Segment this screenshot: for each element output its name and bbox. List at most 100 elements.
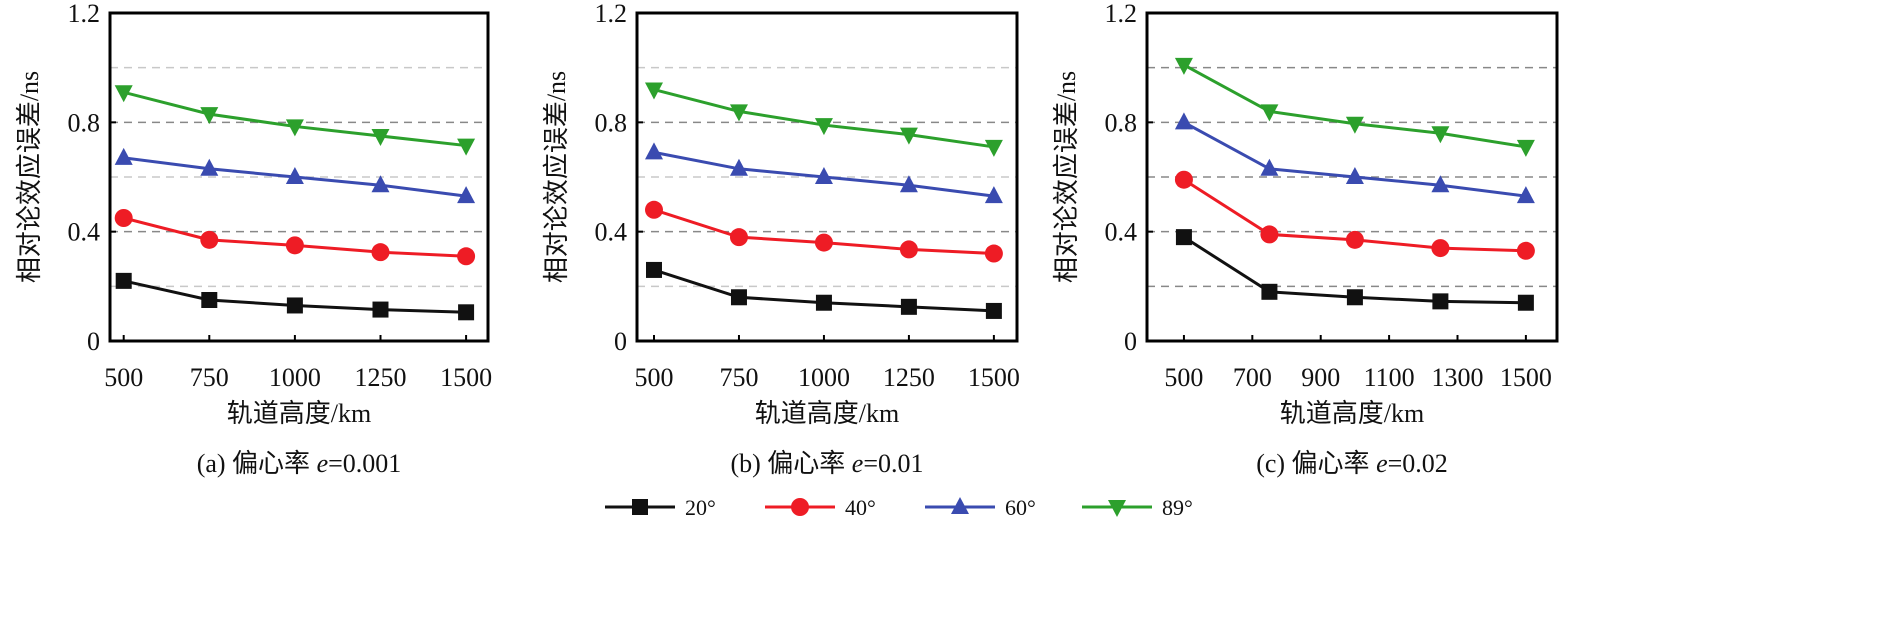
data-point xyxy=(1174,57,1193,75)
data-point xyxy=(1345,167,1364,184)
data-point xyxy=(1260,225,1279,244)
x-tick-label: 1300 xyxy=(1431,363,1483,392)
x-tick-label: 750 xyxy=(719,363,758,392)
series-89deg xyxy=(114,85,476,156)
data-point xyxy=(644,82,663,100)
data-point xyxy=(457,138,476,156)
data-point xyxy=(900,298,917,315)
legend-label: 60° xyxy=(1005,495,1036,520)
data-point xyxy=(814,233,833,252)
y-tick-label: 0.4 xyxy=(68,218,101,247)
x-tick-label: 900 xyxy=(1301,363,1340,392)
series-20deg xyxy=(1175,229,1534,311)
data-point xyxy=(371,129,390,146)
data-point xyxy=(644,200,663,219)
data-point xyxy=(1431,126,1450,144)
data-point xyxy=(371,243,390,262)
x-tick-label: 1250 xyxy=(883,363,935,392)
x-tick-label: 1000 xyxy=(798,363,850,392)
y-tick-label: 0.4 xyxy=(1105,218,1138,247)
data-point xyxy=(1516,139,1535,157)
x-tick-label: 1500 xyxy=(440,363,492,392)
legend-item: 20° xyxy=(605,495,716,520)
y-axis-label: 相对论效应误差/ns xyxy=(15,71,44,283)
data-point xyxy=(1516,186,1535,204)
subplot-caption: (b) 偏心率 e=0.01 xyxy=(730,449,923,478)
y-tick-label: 1.2 xyxy=(1105,0,1138,28)
legend-item: 60° xyxy=(925,495,1036,520)
y-tick-label: 1.2 xyxy=(595,0,628,28)
legend-label: 40° xyxy=(845,495,876,520)
data-point xyxy=(1261,283,1278,300)
x-tick-label: 750 xyxy=(190,363,229,392)
x-tick-label: 1000 xyxy=(269,363,321,392)
x-tick-label: 500 xyxy=(1164,363,1203,392)
data-point xyxy=(814,118,833,136)
series-60deg xyxy=(1174,112,1535,204)
subplot-caption: (a) 偏心率 e=0.001 xyxy=(197,449,402,478)
x-tick-label: 500 xyxy=(634,363,673,392)
data-point xyxy=(645,261,662,278)
data-point xyxy=(114,85,133,103)
caption-variable: e xyxy=(317,449,329,478)
data-point xyxy=(458,304,475,321)
legend-marker xyxy=(791,498,809,516)
data-point xyxy=(729,104,748,122)
legend-marker xyxy=(632,499,648,515)
legend-marker xyxy=(951,497,969,514)
x-axis-label: 轨道高度/km xyxy=(1280,399,1424,428)
y-tick-label: 1.2 xyxy=(68,0,101,28)
y-tick-label: 0.4 xyxy=(595,218,628,247)
x-tick-label: 1100 xyxy=(1364,363,1415,392)
data-point xyxy=(457,247,476,266)
data-point xyxy=(1260,158,1279,176)
caption-variable: e xyxy=(1376,449,1388,478)
data-point xyxy=(729,228,748,247)
data-point xyxy=(899,127,918,145)
series-60deg xyxy=(114,147,476,204)
caption-prefix: (b) 偏心率 xyxy=(730,449,851,478)
data-point xyxy=(1432,293,1449,310)
data-point xyxy=(1260,104,1279,122)
y-tick-label: 0 xyxy=(614,327,627,356)
data-point xyxy=(114,147,133,165)
series-40deg xyxy=(114,209,476,266)
caption-value: =0.01 xyxy=(863,449,923,478)
series-line xyxy=(123,90,467,148)
data-point xyxy=(1516,241,1535,260)
data-point xyxy=(644,142,663,160)
subplot-caption: (c) 偏心率 e=0.02 xyxy=(1256,449,1448,478)
series-line xyxy=(1183,63,1527,149)
caption-prefix: (c) 偏心率 xyxy=(1256,449,1376,478)
data-point xyxy=(984,186,1003,204)
data-point xyxy=(729,158,748,176)
data-point xyxy=(371,175,390,193)
subplot-c: 0 0.4 0.8 1.2 500 700 900 1100 1300 1500 轨道高度/km 相对… xyxy=(1052,0,1559,478)
caption-variable: e xyxy=(852,449,864,478)
legend-label: 89° xyxy=(1162,495,1193,520)
data-point xyxy=(815,294,832,311)
series-89deg xyxy=(1174,57,1535,157)
y-tick-label: 0 xyxy=(87,327,100,356)
legend-item: 40° xyxy=(765,495,876,520)
data-point xyxy=(372,301,389,318)
y-axis-label: 相对论效应误差/ns xyxy=(1052,71,1081,283)
data-point xyxy=(200,230,219,249)
data-point xyxy=(200,107,219,125)
y-axis-label: 相对论效应误差/ns xyxy=(542,71,571,283)
series-89deg xyxy=(644,82,1003,157)
data-point xyxy=(285,236,304,255)
data-point xyxy=(285,167,304,184)
data-point xyxy=(1174,170,1193,189)
data-point xyxy=(1431,175,1450,193)
legend-item: 89° xyxy=(1082,495,1193,520)
caption-value: =0.001 xyxy=(328,449,401,478)
series-40deg xyxy=(1174,170,1535,260)
data-point xyxy=(286,297,303,314)
data-point xyxy=(1345,116,1364,134)
x-axis-label: 轨道高度/km xyxy=(227,399,371,428)
plot-frame xyxy=(108,11,490,343)
data-point xyxy=(285,119,304,137)
data-point xyxy=(115,272,132,289)
